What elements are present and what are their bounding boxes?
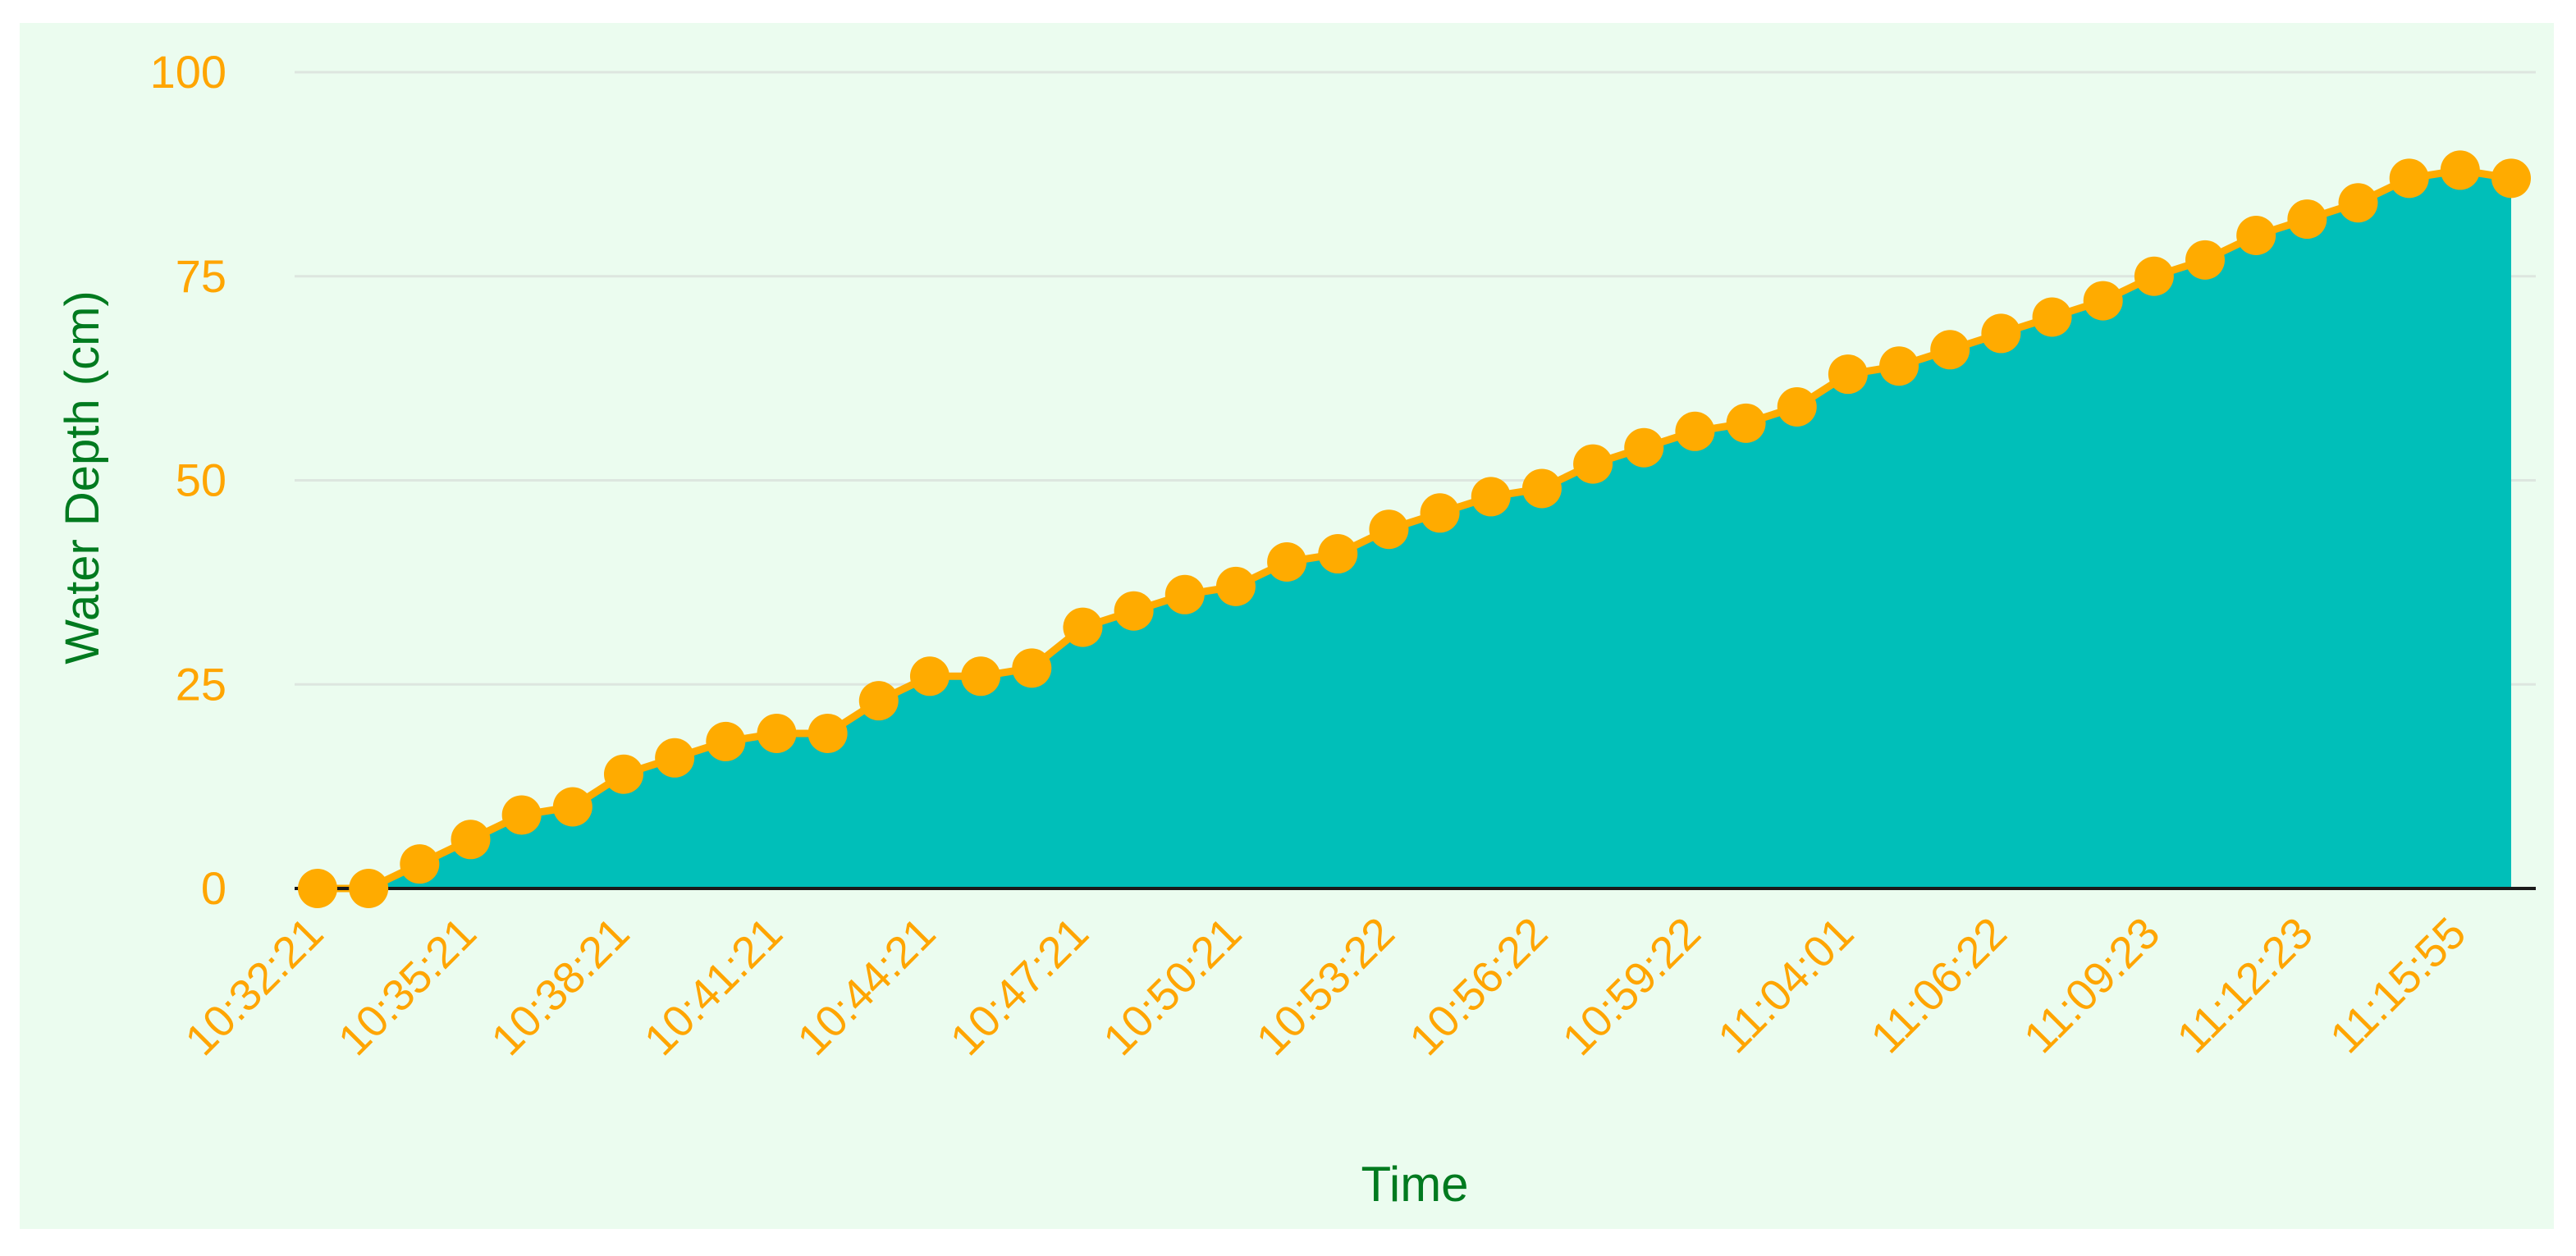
x-tick-label: 11:15:55 <box>2321 908 2475 1062</box>
data-point <box>2440 150 2480 190</box>
data-point <box>1215 566 1256 606</box>
data-point <box>961 656 1001 697</box>
chart-panel: 0 25 50 75 100 10:32:21 10:35:21 10:38:21 10:41… <box>20 23 2554 1229</box>
data-point <box>1420 493 1460 533</box>
data-point <box>2134 256 2174 296</box>
data-point <box>603 754 643 794</box>
data-point <box>1521 468 1562 509</box>
data-point <box>1267 542 1307 582</box>
data-point <box>655 738 695 778</box>
data-point <box>2287 199 2327 240</box>
data-point <box>552 787 593 827</box>
data-point <box>1573 444 1613 484</box>
x-tick-label: 10:44:21 <box>788 908 945 1065</box>
y-tick-label: 100 <box>150 46 226 98</box>
data-point <box>757 713 797 753</box>
y-tick-labels: 0 25 50 75 100 <box>150 46 226 914</box>
data-point <box>909 656 949 697</box>
data-point <box>1777 386 1817 427</box>
data-point <box>1828 354 1868 395</box>
area-fill <box>318 170 2511 888</box>
data-point <box>808 713 848 753</box>
data-point <box>2338 183 2378 223</box>
x-axis-title: Time <box>1361 1157 1468 1212</box>
water-depth-chart: 0 25 50 75 100 10:32:2110:35:2110:38:2110:41… <box>56 46 2536 1212</box>
data-point <box>2032 297 2072 337</box>
data-point <box>706 721 746 761</box>
data-point <box>400 844 440 884</box>
x-tick-label: 10:38:21 <box>482 908 638 1065</box>
data-point <box>1726 403 1766 443</box>
data-points <box>298 150 2531 908</box>
data-point <box>1879 346 1919 386</box>
x-tick-label: 10:59:22 <box>1553 908 1710 1065</box>
data-point <box>1369 509 1409 550</box>
y-tick-label: 25 <box>176 658 226 710</box>
data-point <box>2083 281 2123 321</box>
data-point <box>2491 158 2531 199</box>
data-point <box>349 869 389 908</box>
data-point <box>501 795 542 835</box>
data-point <box>1318 534 1358 574</box>
data-point <box>1063 607 1103 647</box>
x-tick-label: 10:53:22 <box>1247 908 1404 1065</box>
data-point <box>1012 648 1052 688</box>
x-tick-label: 11:12:23 <box>2168 908 2322 1062</box>
data-point <box>298 869 337 908</box>
data-point <box>1471 477 1511 517</box>
data-point <box>2185 240 2226 280</box>
x-tick-label: 11:04:01 <box>1709 908 1863 1062</box>
data-point <box>1981 313 2021 354</box>
x-tick-label: 10:56:22 <box>1400 908 1557 1065</box>
data-point <box>2236 216 2276 255</box>
data-point <box>1624 427 1664 468</box>
data-point <box>2389 158 2429 199</box>
x-tick-label: 10:47:21 <box>941 908 1098 1065</box>
x-tick-label: 10:35:21 <box>329 908 486 1065</box>
x-tick-label: 10:32:21 <box>176 908 332 1065</box>
x-tick-label: 11:06:22 <box>1862 908 2016 1062</box>
data-point <box>1675 411 1715 451</box>
x-tick-label: 10:41:21 <box>635 908 792 1065</box>
x-tick-label: 10:50:21 <box>1094 908 1251 1065</box>
y-tick-label: 50 <box>176 454 226 506</box>
x-tick-labels: 10:32:2110:35:2110:38:2110:41:2110:44:21… <box>176 908 2475 1065</box>
y-axis-title: Water Depth (cm) <box>56 290 109 664</box>
data-point <box>1114 591 1154 631</box>
y-tick-label: 0 <box>201 862 226 914</box>
x-tick-label: 11:09:23 <box>2015 908 2169 1062</box>
data-point <box>858 681 899 721</box>
data-point <box>1164 574 1205 614</box>
data-point <box>451 820 491 860</box>
y-tick-label: 75 <box>176 250 226 302</box>
data-point <box>1930 330 1970 370</box>
